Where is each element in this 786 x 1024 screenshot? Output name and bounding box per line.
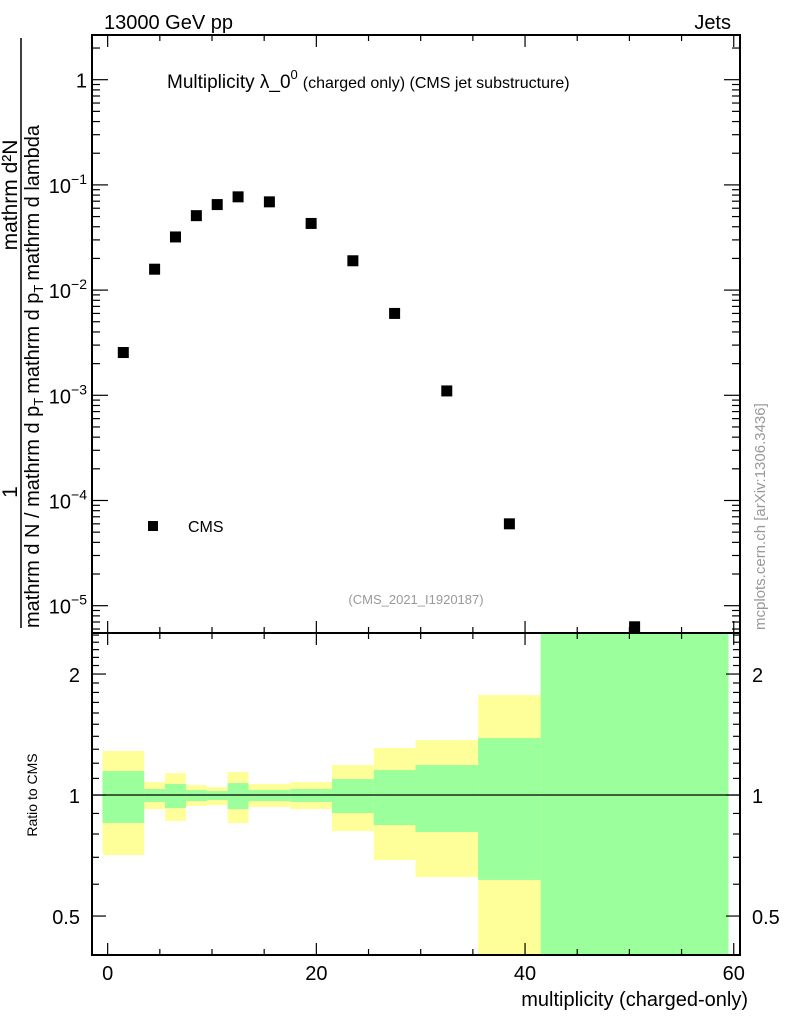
data-point	[169, 231, 181, 243]
y-tick-label: 10−1	[49, 171, 87, 198]
ratio-band-inner	[373, 770, 416, 826]
y-tick-label: 10−5	[49, 592, 87, 619]
data-point	[211, 199, 223, 211]
ratio-frame	[91, 632, 741, 956]
legend-marker-cms	[148, 521, 158, 531]
y-tick-label: 10−2	[49, 276, 87, 303]
data-point	[629, 621, 641, 633]
analysis-label: (CMS_2021_I1920187)	[348, 592, 483, 607]
x-tick-label: 60	[723, 963, 745, 985]
ratio-y-tick-label-left: 2	[69, 665, 80, 687]
ratio-band-inner	[478, 738, 541, 880]
data-point	[149, 263, 161, 275]
ratio-band-inner	[540, 633, 729, 955]
ratio-band-inner	[102, 771, 145, 824]
data-point	[263, 196, 275, 208]
y-tick-label: 1	[76, 71, 87, 93]
ratio-y-tick-label-right: 1	[752, 786, 763, 808]
ratio-band-inner	[415, 764, 479, 833]
data-points	[117, 191, 641, 633]
y-label-den: mathrm d N / mathrm d pTmathrm d pTmathr…	[22, 124, 46, 628]
ratio-y-tick-label-left: 1	[69, 786, 80, 808]
header-left: 13000 GeV pp	[104, 12, 233, 34]
x-tick-label: 0	[102, 963, 113, 985]
data-point	[441, 385, 453, 397]
axis-ticks	[92, 35, 740, 956]
y-tick-labels: 1 10−1 10−2 10−3 10−4 10−5 2 2 1 1 0.5 0.5 0 20 40 60	[49, 71, 780, 985]
ratio-band-inner	[227, 783, 249, 810]
ratio-band-inner	[165, 784, 186, 809]
ratio-y-tick-label-right: 2	[752, 665, 763, 687]
watermark: mcplots.cern.ch [arXiv:1306.3436]	[752, 403, 769, 630]
plot-title: Multiplicity λ_00(charged only) (CMS jet…	[167, 67, 570, 93]
ratio-band-inner	[332, 779, 374, 814]
x-tick-label: 40	[514, 963, 536, 985]
y-tick-label: 10−4	[49, 486, 87, 513]
y-label-prefix-num: 1	[0, 486, 22, 498]
header-right: Jets	[694, 12, 731, 34]
ratio-y-tick-label-left: 0.5	[52, 907, 80, 929]
data-point	[232, 191, 244, 203]
ratio-y-tick-label-right: 0.5	[752, 907, 780, 929]
main-frame	[91, 34, 741, 634]
data-point	[389, 307, 401, 319]
data-point	[117, 347, 129, 359]
y-label-num: mathrm d²N	[0, 140, 22, 251]
ratio-y-label: Ratio to CMS	[24, 753, 40, 836]
y-axis-label: 1 mathrm d²N mathrm d N / mathrm d pTmat…	[0, 38, 46, 628]
y-tick-label: 10−3	[49, 381, 87, 408]
x-tick-label: 20	[305, 963, 327, 985]
data-point	[503, 518, 515, 530]
data-point	[305, 217, 317, 229]
legend-label-cms: CMS	[188, 519, 224, 536]
data-point	[190, 210, 202, 222]
data-point	[347, 255, 359, 267]
x-axis-label: multiplicity (charged-only)	[521, 989, 748, 1011]
ratio-bands	[102, 633, 729, 955]
